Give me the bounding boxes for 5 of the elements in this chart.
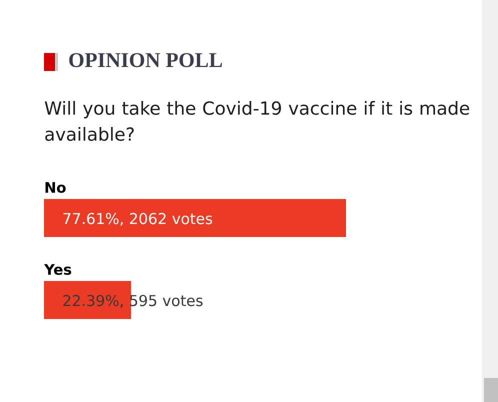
chart-subtitle: Will you take the Covid-19 vaccine if it is made available?	[44, 101, 470, 141]
data-label: 77.61%, 2062 votes	[63, 212, 212, 226]
y-tick-label: Yes	[44, 264, 72, 275]
y-tick-label: No	[46, 182, 66, 193]
chart-title: OPINION POLL	[69, 53, 222, 68]
